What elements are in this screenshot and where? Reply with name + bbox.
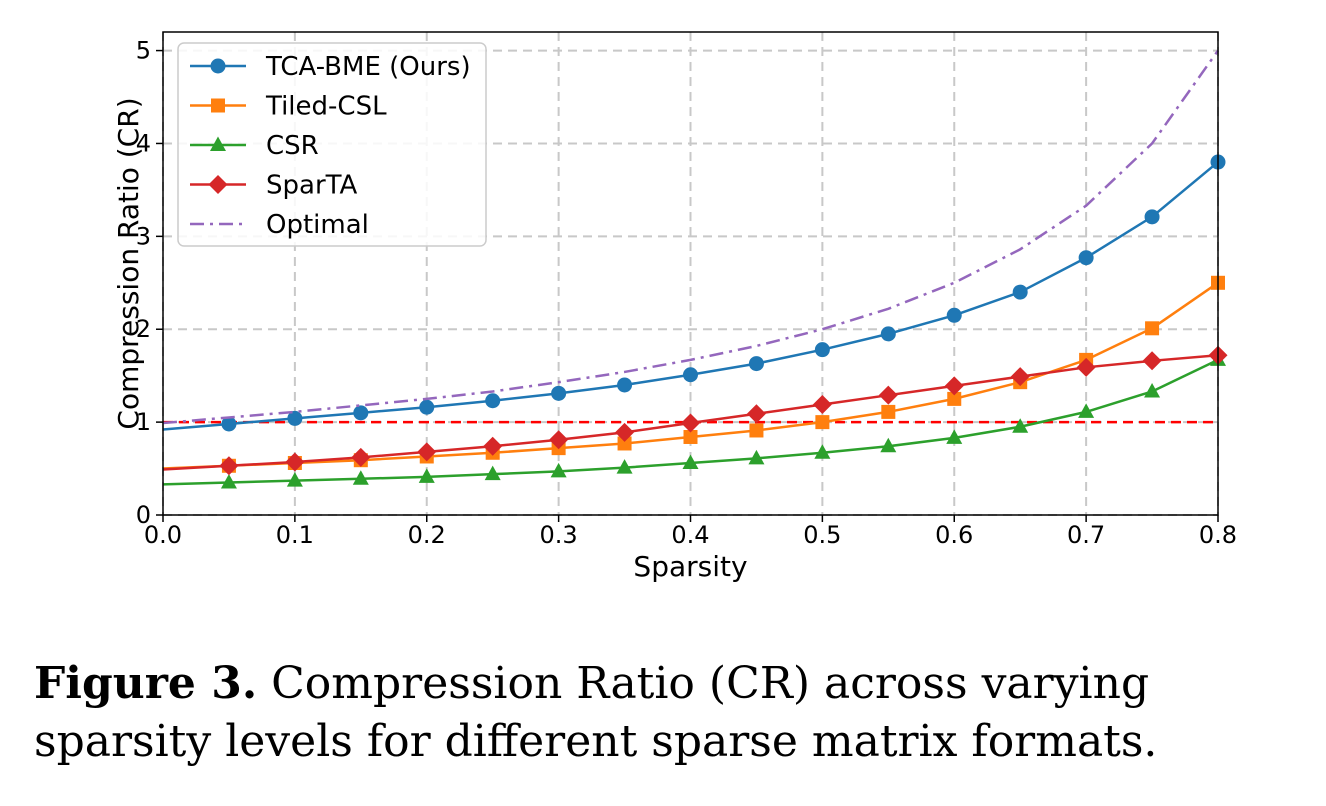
data-point — [881, 404, 896, 419]
data-point — [353, 405, 369, 421]
data-point — [682, 454, 699, 469]
legend-label: TCA-BME (Ours) — [265, 52, 471, 82]
y-axis-label: Compression Ratio (CR) — [112, 97, 145, 429]
data-point — [615, 422, 635, 442]
legend-entry: TCA-BME (Ours) — [190, 52, 471, 82]
data-point — [551, 385, 567, 401]
x-tick-label: 0.2 — [408, 521, 446, 549]
y-tick-label: 5 — [136, 37, 151, 65]
data-point — [1076, 357, 1096, 377]
series-3 — [162, 345, 1228, 476]
data-point — [683, 429, 698, 444]
data-point — [1012, 418, 1029, 433]
data-point — [617, 436, 632, 451]
data-point — [748, 449, 765, 465]
data-point — [617, 377, 633, 393]
data-point — [418, 468, 435, 483]
data-point — [616, 459, 633, 474]
data-point — [1142, 351, 1162, 371]
data-point — [878, 385, 898, 405]
x-tick-label: 0.5 — [803, 521, 841, 549]
data-point — [483, 436, 503, 456]
x-tick-label: 0.0 — [144, 521, 182, 549]
data-point — [683, 367, 698, 383]
x-tick-label: 0.3 — [540, 521, 578, 549]
legend-entry: CSR — [190, 131, 319, 161]
legend-marker — [210, 58, 226, 74]
data-point — [880, 326, 896, 342]
data-point — [485, 393, 501, 409]
data-point — [814, 342, 830, 358]
y-tick-label: 4 — [136, 129, 151, 157]
data-point — [746, 404, 766, 424]
data-point — [351, 447, 371, 467]
legend-label: CSR — [266, 131, 319, 161]
data-point — [944, 376, 964, 396]
data-point — [749, 423, 764, 438]
legend-label: Optimal — [266, 210, 369, 240]
legend-label: Tiled-CSL — [265, 92, 387, 122]
y-tick-label: 2 — [136, 315, 151, 343]
data-point — [1144, 209, 1160, 225]
data-point — [1012, 284, 1028, 300]
x-tick-label: 0.6 — [935, 521, 973, 549]
legend-marker — [210, 136, 226, 151]
data-point — [946, 307, 962, 323]
axis-ticks: 0.0 0.1 0.2 0.3 0.4 0.5 0.6 0.7 0.8 0 1 2 3 4 5 — [136, 37, 1237, 549]
caption-label: Figure 3. — [34, 658, 258, 709]
data-point — [417, 442, 437, 462]
y-tick-label: 0 — [136, 501, 151, 529]
caption-text: Compression Ratio (CR) across varying sp… — [34, 658, 1158, 767]
data-point — [219, 456, 239, 476]
y-tick-label: 1 — [136, 408, 151, 436]
legend-entry: Optimal — [190, 210, 369, 240]
data-point — [220, 473, 237, 489]
data-point — [748, 356, 764, 372]
series-4 — [162, 49, 1220, 425]
series-0 — [162, 154, 1226, 432]
compression-ratio-chart: 0.0 0.1 0.2 0.3 0.4 0.5 0.6 0.7 0.8 0 1 2 3 4 5 Sparsi… — [112, 31, 1237, 583]
data-point — [1078, 403, 1095, 418]
data-point — [1145, 321, 1160, 336]
data-point — [681, 413, 700, 433]
legend-box — [177, 42, 487, 247]
data-point — [286, 472, 303, 487]
series-layer — [162, 49, 1228, 489]
legend-entry: SparTA — [190, 171, 357, 201]
legend: TCA-BME (Ours) Tiled-CSL CSR SparTA Optimal — [177, 42, 487, 247]
data-point — [814, 444, 831, 459]
data-point — [419, 399, 435, 415]
data-point — [484, 465, 501, 481]
legend-label: SparTA — [266, 171, 357, 201]
legend-marker — [211, 98, 225, 113]
data-point — [947, 391, 962, 406]
data-point — [287, 410, 303, 426]
legend-marker — [208, 175, 228, 194]
x-tick-label: 0.7 — [1067, 521, 1105, 549]
y-tick-label: 3 — [136, 222, 151, 250]
data-point — [1144, 382, 1161, 398]
figure-caption: Figure 3. Compression Ratio (CR) across … — [34, 655, 1314, 771]
data-point — [812, 394, 832, 414]
data-point — [1078, 250, 1094, 266]
data-point — [221, 416, 237, 432]
data-point — [549, 430, 569, 450]
data-point — [352, 470, 369, 485]
legend-entry: Tiled-CSL — [190, 92, 387, 122]
series-2 — [162, 351, 1226, 489]
data-point — [815, 415, 830, 430]
x-axis-label: Sparsity — [633, 550, 747, 583]
series-line — [162, 49, 1220, 425]
data-point — [946, 429, 963, 444]
data-point — [285, 452, 305, 472]
data-point — [880, 437, 897, 453]
x-tick-label: 0.8 — [1199, 521, 1237, 549]
x-tick-label: 0.4 — [671, 521, 709, 549]
x-tick-label: 0.1 — [276, 521, 314, 549]
data-point — [550, 462, 567, 478]
data-point — [1010, 367, 1030, 387]
